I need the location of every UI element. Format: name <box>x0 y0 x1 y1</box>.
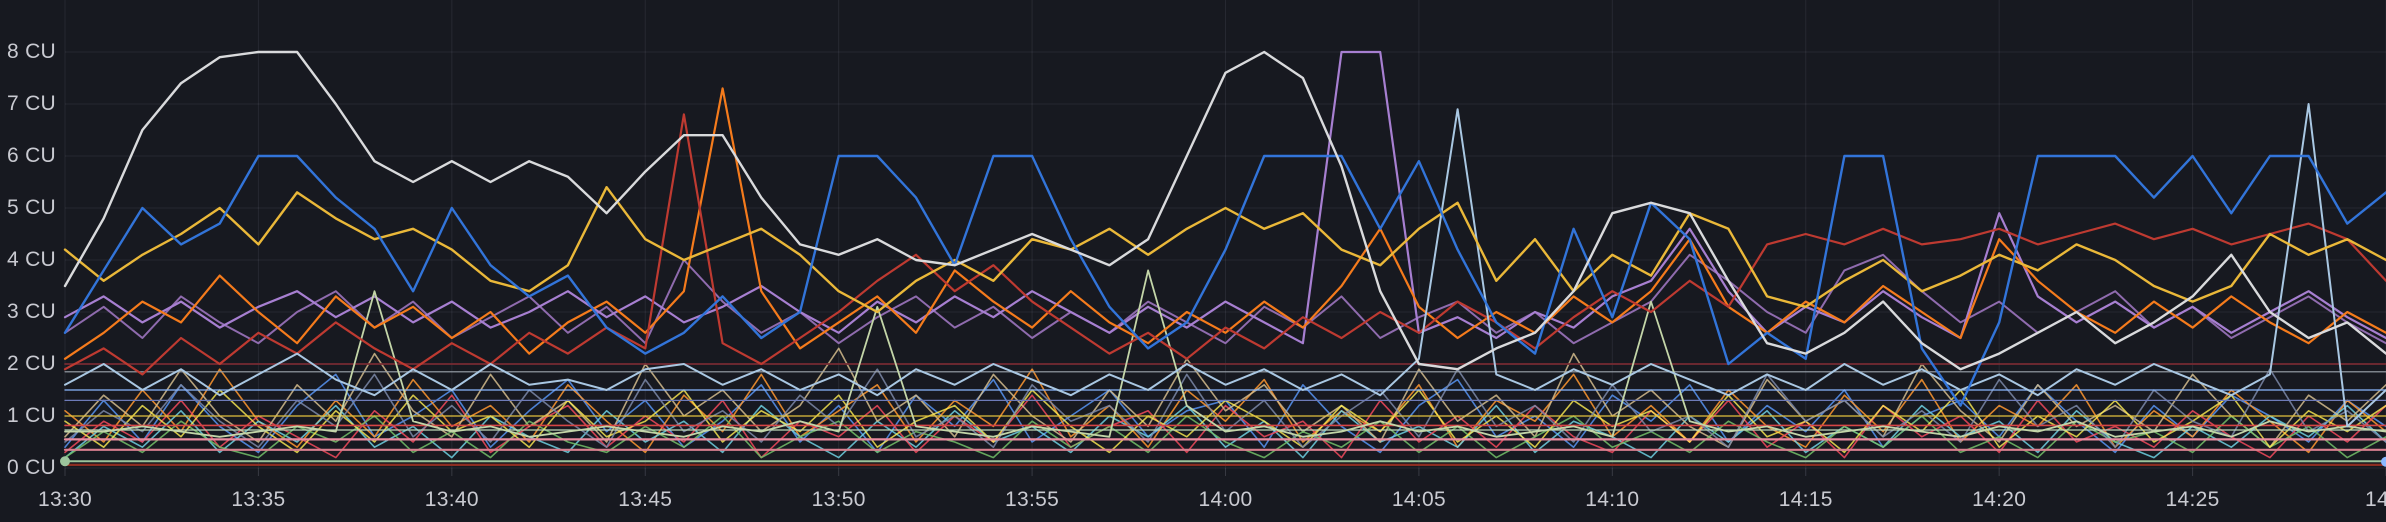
y-tick-label: 8 CU <box>6 40 56 63</box>
x-tick-label: 13:30 <box>37 488 93 511</box>
x-tick-label: 14:25 <box>2165 488 2220 511</box>
series-purple <box>63 50 2386 345</box>
series-blue <box>63 154 2386 407</box>
y-tick-label: 3 CU <box>6 300 56 323</box>
series-white <box>63 50 2386 371</box>
series-clutter-orange <box>64 368 2386 454</box>
x-tick-label: 13:50 <box>811 488 866 511</box>
series-red <box>63 113 2386 376</box>
x-tick-label: 14:3 <box>2364 488 2386 511</box>
x-tick-label: 14:00 <box>1198 488 1253 511</box>
series-yellow <box>63 185 2386 314</box>
series-start-point <box>60 456 70 467</box>
x-tick-label: 13:55 <box>1005 488 1060 511</box>
series-lightblue <box>64 103 2386 428</box>
series-clutter-teal <box>64 404 2386 459</box>
series-orange <box>63 87 2386 360</box>
y-tick-label: 5 CU <box>6 196 56 219</box>
y-tick-label: 1 CU <box>6 404 56 427</box>
y-tick-label: 7 CU <box>6 92 56 115</box>
series-end-point <box>2381 456 2386 467</box>
y-tick-label: 0 CU <box>6 456 56 479</box>
x-tick-label: 14:20 <box>1972 488 2027 511</box>
x-tick-label: 13:40 <box>424 488 479 511</box>
series-sage-spikes <box>64 269 2386 438</box>
x-tick-label: 13:35 <box>231 488 286 511</box>
y-tick-label: 4 CU <box>6 248 56 271</box>
series-clutter-pink <box>64 394 2386 459</box>
x-tick-label: 14:15 <box>1778 488 1833 511</box>
x-tick-label: 13:45 <box>618 488 673 511</box>
x-tick-label: 14:10 <box>1585 488 1640 511</box>
x-tick-label: 14:05 <box>1391 488 1446 511</box>
series-clutter-beige <box>64 347 2386 449</box>
y-tick-label: 6 CU <box>6 144 56 167</box>
y-tick-label: 2 CU <box>6 352 56 375</box>
